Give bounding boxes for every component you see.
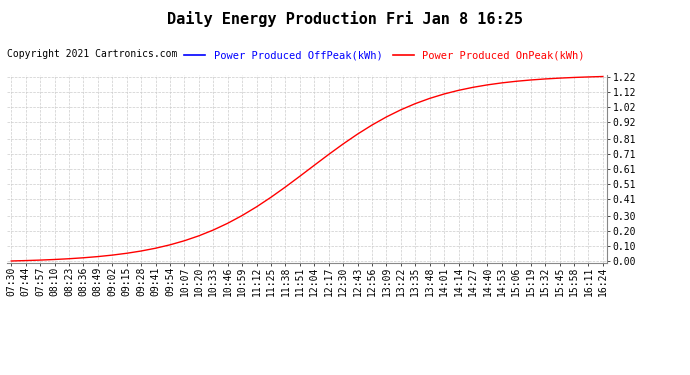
Text: Copyright 2021 Cartronics.com: Copyright 2021 Cartronics.com [7, 49, 177, 59]
Legend: Power Produced OffPeak(kWh), Power Produced OnPeak(kWh): Power Produced OffPeak(kWh), Power Produ… [180, 46, 589, 65]
Text: Daily Energy Production Fri Jan 8 16:25: Daily Energy Production Fri Jan 8 16:25 [167, 11, 523, 27]
